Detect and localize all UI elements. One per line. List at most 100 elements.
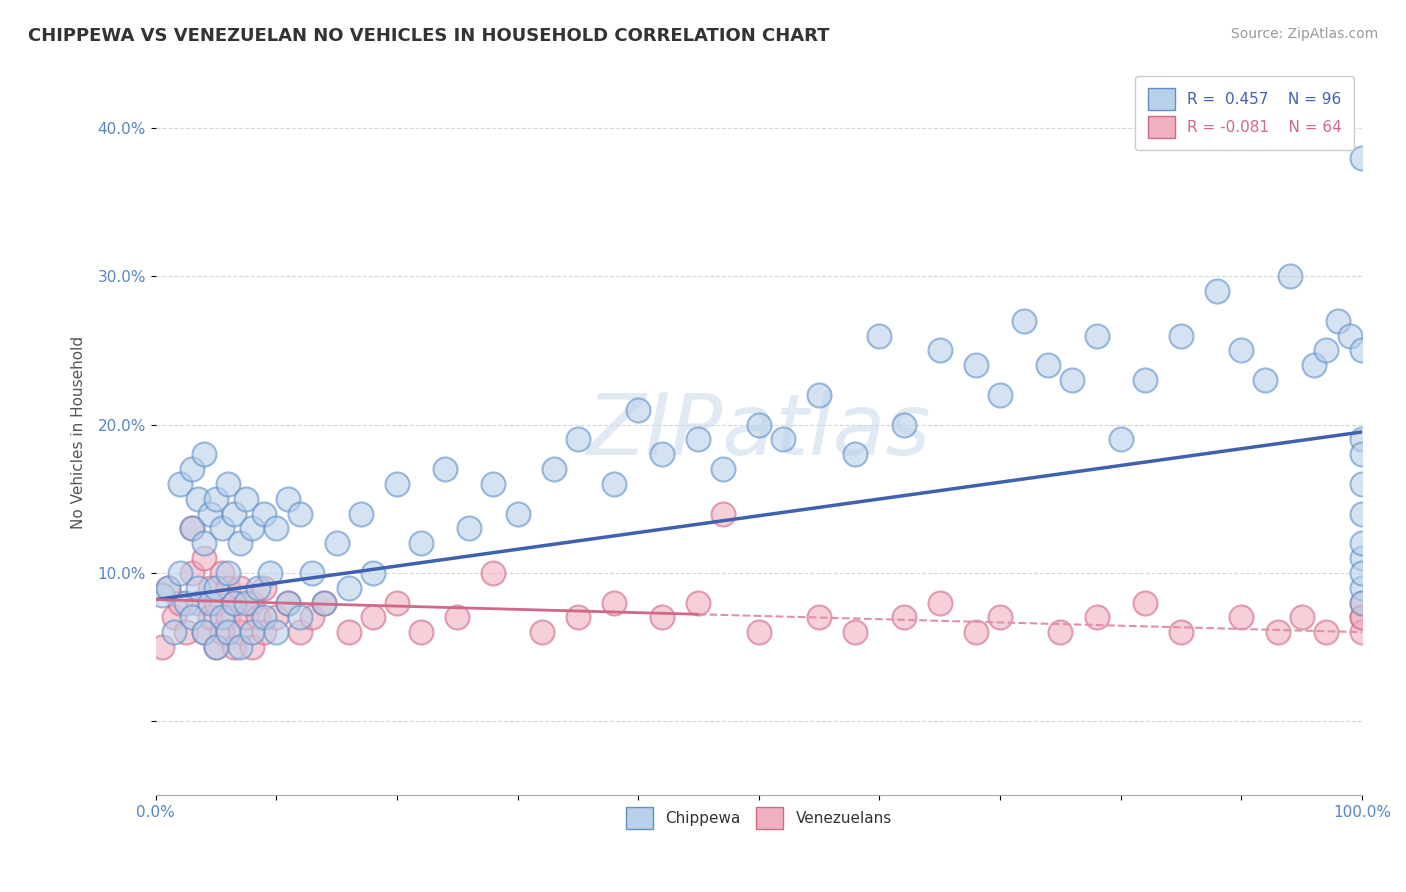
Point — [808, 610, 831, 624]
Point — [1206, 284, 1229, 298]
Point — [217, 581, 239, 595]
Point — [222, 507, 245, 521]
Point — [965, 358, 987, 372]
Point — [772, 433, 794, 447]
Point — [264, 625, 287, 640]
Point — [928, 596, 950, 610]
Point — [156, 581, 179, 595]
Point — [211, 625, 233, 640]
Point — [1133, 596, 1156, 610]
Text: Source: ZipAtlas.com: Source: ZipAtlas.com — [1230, 27, 1378, 41]
Point — [198, 596, 221, 610]
Point — [169, 596, 191, 610]
Point — [688, 596, 710, 610]
Point — [187, 581, 209, 595]
Point — [217, 566, 239, 580]
Point — [1351, 625, 1374, 640]
Point — [229, 536, 252, 550]
Point — [198, 581, 221, 595]
Point — [1230, 610, 1253, 624]
Point — [163, 610, 186, 624]
Point — [928, 343, 950, 358]
Point — [211, 610, 233, 624]
Point — [193, 625, 215, 640]
Point — [361, 610, 384, 624]
Point — [1267, 625, 1289, 640]
Point — [530, 625, 553, 640]
Point — [603, 596, 626, 610]
Point — [385, 596, 408, 610]
Point — [211, 566, 233, 580]
Point — [1109, 433, 1132, 447]
Point — [180, 462, 202, 476]
Point — [156, 581, 179, 595]
Point — [1085, 610, 1108, 624]
Point — [301, 566, 323, 580]
Point — [651, 610, 673, 624]
Point — [235, 610, 257, 624]
Point — [965, 625, 987, 640]
Point — [205, 491, 228, 506]
Point — [264, 521, 287, 535]
Point — [1351, 551, 1374, 566]
Point — [314, 596, 336, 610]
Point — [205, 640, 228, 654]
Point — [688, 433, 710, 447]
Point — [506, 507, 529, 521]
Point — [1315, 625, 1337, 640]
Point — [627, 402, 650, 417]
Point — [409, 625, 432, 640]
Point — [180, 521, 202, 535]
Point — [988, 610, 1011, 624]
Point — [229, 625, 252, 640]
Point — [567, 610, 589, 624]
Point — [222, 596, 245, 610]
Point — [844, 447, 866, 461]
Point — [277, 596, 299, 610]
Point — [603, 476, 626, 491]
Point — [1351, 476, 1374, 491]
Point — [253, 507, 276, 521]
Point — [337, 625, 360, 640]
Point — [1315, 343, 1337, 358]
Point — [264, 610, 287, 624]
Point — [193, 625, 215, 640]
Point — [1351, 581, 1374, 595]
Point — [193, 551, 215, 566]
Point — [337, 581, 360, 595]
Point — [211, 521, 233, 535]
Text: ZIPatlas: ZIPatlas — [586, 391, 931, 474]
Point — [1038, 358, 1060, 372]
Point — [748, 625, 770, 640]
Point — [458, 521, 481, 535]
Point — [247, 610, 270, 624]
Point — [567, 433, 589, 447]
Point — [217, 476, 239, 491]
Point — [187, 596, 209, 610]
Point — [198, 507, 221, 521]
Point — [198, 610, 221, 624]
Y-axis label: No Vehicles in Household: No Vehicles in Household — [72, 335, 86, 529]
Point — [893, 610, 915, 624]
Point — [748, 417, 770, 432]
Point — [1351, 596, 1374, 610]
Point — [253, 581, 276, 595]
Point — [277, 596, 299, 610]
Point — [1351, 566, 1374, 580]
Point — [205, 640, 228, 654]
Point — [222, 640, 245, 654]
Point — [350, 507, 373, 521]
Point — [1351, 151, 1374, 165]
Point — [434, 462, 457, 476]
Point — [361, 566, 384, 580]
Point — [1278, 269, 1301, 284]
Point — [1351, 433, 1374, 447]
Point — [1133, 373, 1156, 387]
Point — [482, 476, 505, 491]
Point — [1170, 328, 1192, 343]
Point — [1351, 507, 1374, 521]
Point — [253, 610, 276, 624]
Point — [277, 491, 299, 506]
Point — [229, 640, 252, 654]
Point — [205, 596, 228, 610]
